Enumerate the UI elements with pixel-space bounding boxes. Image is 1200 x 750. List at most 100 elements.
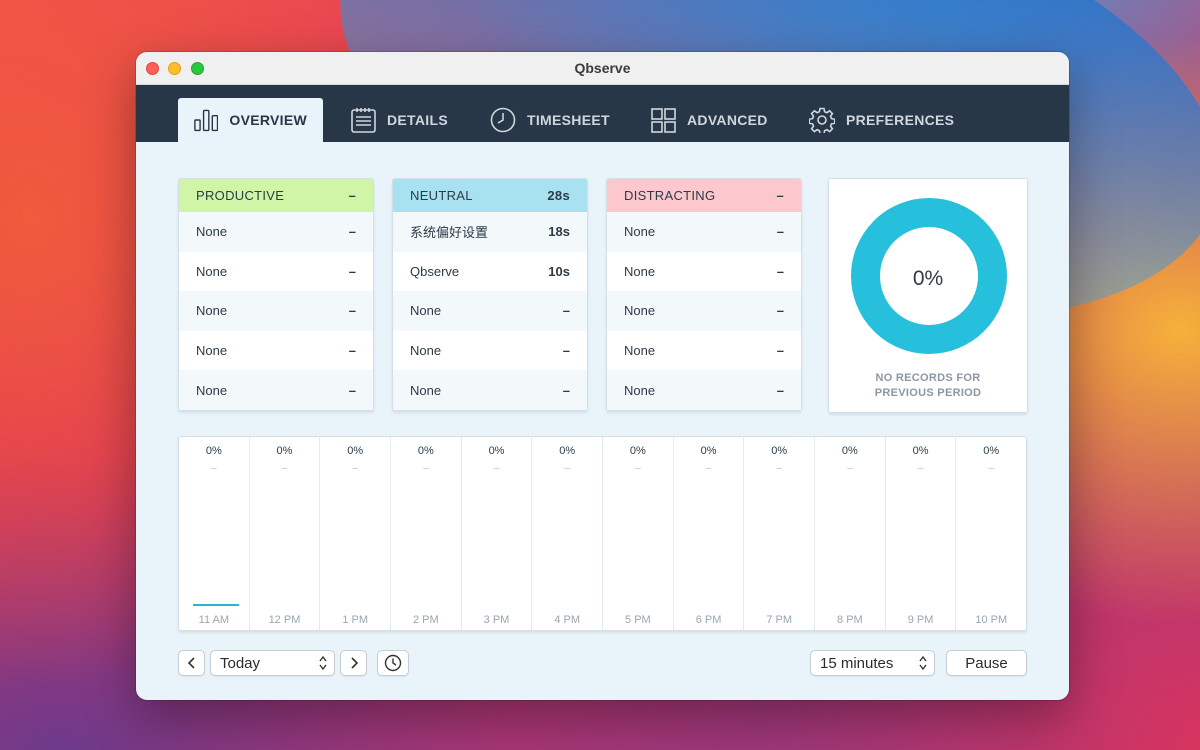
notepad-icon bbox=[351, 108, 376, 133]
app-name: Qbserve bbox=[410, 263, 460, 279]
productive-card: PRODUCTIVE – None – None – None – None – Non… bbox=[178, 178, 374, 411]
list-item[interactable]: None – bbox=[179, 212, 373, 252]
hour-percent: 0% bbox=[347, 445, 364, 457]
list-item[interactable]: None – bbox=[179, 291, 373, 331]
app-name: None bbox=[196, 343, 228, 359]
donut-caption-line: NO RECORDS FOR bbox=[875, 372, 981, 384]
hour-label: 10 PM bbox=[975, 614, 1008, 626]
list-item[interactable]: None – bbox=[393, 291, 587, 331]
list-item[interactable]: None – bbox=[607, 331, 801, 371]
updown-chevron-icon bbox=[319, 655, 327, 671]
app-time: – bbox=[776, 303, 784, 319]
list-item[interactable]: None – bbox=[179, 331, 373, 371]
hour-column[interactable]: 0% – 8 PM bbox=[815, 437, 886, 630]
list-item[interactable]: None – bbox=[607, 370, 801, 410]
category-title: PRODUCTIVE bbox=[196, 188, 285, 203]
hour-detail: – bbox=[917, 463, 924, 474]
hour-percent: 0% bbox=[912, 445, 929, 457]
donut-percent: 0% bbox=[912, 267, 944, 290]
hour-percent: 0% bbox=[841, 445, 858, 457]
hour-label: 11 AM bbox=[198, 614, 230, 626]
hour-column[interactable]: 0% – 7 PM bbox=[744, 437, 816, 630]
hour-column[interactable]: 0% – 12 PM bbox=[250, 437, 321, 630]
history-button[interactable] bbox=[377, 650, 409, 676]
hour-detail: – bbox=[493, 463, 500, 474]
period-select[interactable]: Today bbox=[210, 650, 335, 676]
app-name: None bbox=[410, 382, 442, 398]
hour-column[interactable]: 0% – 1 PM bbox=[320, 437, 392, 630]
zoom-button[interactable] bbox=[191, 62, 204, 75]
hour-label: 1 PM bbox=[342, 614, 369, 626]
distracting-list: None – None – None – None – None – bbox=[607, 212, 801, 410]
tab-preferences[interactable]: PREFERENCES bbox=[809, 98, 954, 142]
tab-advanced[interactable]: ADVANCED bbox=[651, 98, 768, 142]
list-item[interactable]: None – bbox=[393, 370, 587, 410]
app-time: – bbox=[776, 343, 784, 359]
tab-details[interactable]: DETAILS bbox=[351, 98, 448, 142]
tab-label: OVERVIEW bbox=[229, 112, 307, 128]
donut-caption-line: PREVIOUS PERIOD bbox=[874, 387, 982, 399]
tab-label: TIMESHEET bbox=[527, 112, 610, 128]
distracting-header[interactable]: DISTRACTING – bbox=[607, 179, 801, 212]
hour-detail: – bbox=[211, 463, 217, 474]
category-title: DISTRACTING bbox=[624, 188, 716, 203]
app-name: None bbox=[624, 263, 656, 279]
tab-timesheet[interactable]: TIMESHEET bbox=[490, 98, 610, 142]
app-name: None bbox=[196, 303, 228, 319]
window-title: Qbserve bbox=[574, 60, 631, 76]
app-time: – bbox=[776, 382, 784, 398]
category-total: 28s bbox=[547, 188, 570, 203]
neutral-header[interactable]: NEUTRAL 28s bbox=[393, 179, 587, 212]
hour-column[interactable]: 0% – 2 PM bbox=[391, 437, 462, 630]
hour-label: 5 PM bbox=[625, 614, 651, 626]
app-name: None bbox=[410, 343, 442, 359]
productive-list: None – None – None – None – None – bbox=[179, 212, 373, 410]
donut-caption: NO RECORDS FOR PREVIOUS PERIOD bbox=[829, 371, 1027, 401]
hour-column[interactable]: 0% – 5 PM bbox=[603, 437, 674, 630]
hour-column[interactable]: 0% – 4 PM bbox=[532, 437, 604, 630]
minimize-button[interactable] bbox=[168, 62, 181, 75]
list-item[interactable]: 系统偏好设置 18s bbox=[393, 212, 587, 252]
hour-column[interactable]: 0% – 11 AM bbox=[179, 437, 250, 630]
next-period-button[interactable] bbox=[340, 650, 367, 676]
hour-label: 7 PM bbox=[766, 614, 793, 626]
hour-percent: 0% bbox=[488, 445, 505, 457]
hour-column[interactable]: 0% – 9 PM bbox=[886, 437, 957, 630]
list-item[interactable]: None – bbox=[393, 331, 587, 371]
list-item[interactable]: None – bbox=[607, 252, 801, 292]
gear-icon bbox=[809, 107, 835, 133]
app-name: None bbox=[624, 303, 656, 319]
hour-column[interactable]: 0% – 3 PM bbox=[462, 437, 533, 630]
app-name: None bbox=[196, 382, 228, 398]
hour-detail: – bbox=[423, 463, 429, 474]
tab-overview[interactable]: OVERVIEW bbox=[178, 98, 323, 142]
hour-column[interactable]: 0% – 10 PM bbox=[956, 437, 1026, 630]
hour-detail: – bbox=[281, 463, 288, 474]
grid-icon bbox=[651, 107, 676, 133]
hour-label: 3 PM bbox=[483, 614, 510, 626]
app-window: Qbserve OVERVIEW DETAILS bbox=[136, 52, 1069, 700]
hour-detail: – bbox=[564, 463, 570, 474]
pause-button[interactable]: Pause bbox=[946, 650, 1027, 676]
hour-percent: 0% bbox=[983, 445, 1000, 457]
list-item[interactable]: None – bbox=[607, 291, 801, 331]
list-item[interactable]: None – bbox=[179, 370, 373, 410]
previous-period-button[interactable] bbox=[178, 650, 205, 676]
productivity-donut-card: 0% NO RECORDS FOR PREVIOUS PERIOD bbox=[828, 178, 1028, 413]
list-item[interactable]: Qbserve 10s bbox=[393, 252, 587, 292]
hour-detail: – bbox=[776, 463, 782, 474]
period-select-value: Today bbox=[220, 654, 261, 672]
app-name: None bbox=[624, 224, 656, 240]
interval-select-value: 15 minutes bbox=[820, 654, 894, 672]
hour-percent: 0% bbox=[205, 445, 222, 457]
productive-header[interactable]: PRODUCTIVE – bbox=[179, 179, 373, 212]
bar-chart-icon bbox=[194, 109, 219, 132]
list-item[interactable]: None – bbox=[607, 212, 801, 252]
hour-column[interactable]: 0% – 6 PM bbox=[674, 437, 745, 630]
app-name: None bbox=[196, 224, 228, 240]
list-item[interactable]: None – bbox=[179, 252, 373, 292]
category-total: – bbox=[776, 188, 784, 203]
hour-detail: – bbox=[847, 463, 853, 474]
close-button[interactable] bbox=[146, 62, 159, 75]
interval-select[interactable]: 15 minutes bbox=[810, 650, 935, 676]
